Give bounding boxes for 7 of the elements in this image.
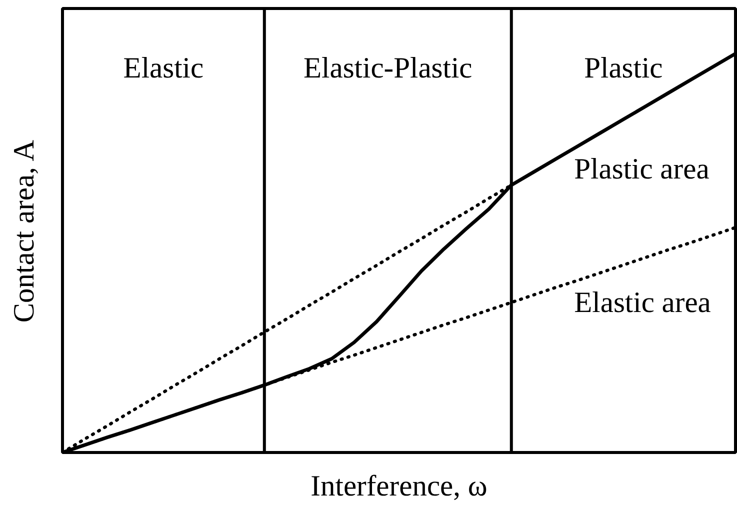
annotation: Plastic [584, 52, 663, 84]
x-axis-title: Interference, ω [310, 470, 488, 502]
annotation: Elastic-Plastic [304, 52, 472, 84]
annotation: Plastic area [574, 153, 710, 186]
y-axis-title: Contact area, A [8, 139, 40, 323]
annotation: Elastic [123, 52, 204, 84]
series-label: Elastic area [574, 287, 711, 320]
